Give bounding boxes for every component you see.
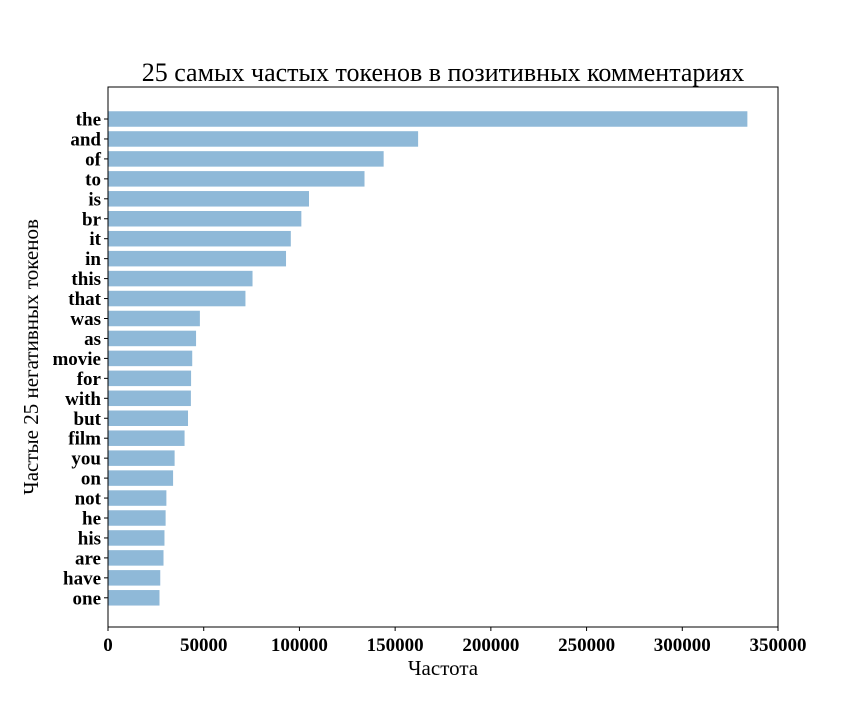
x-axis-label: Частота bbox=[408, 656, 479, 680]
category-label-with: with bbox=[65, 389, 101, 410]
x-tick-label: 0 bbox=[103, 635, 113, 656]
category-label-movie: movie bbox=[52, 349, 101, 370]
bar-the bbox=[108, 111, 748, 127]
category-label-is: is bbox=[88, 189, 101, 210]
category-label-film: film bbox=[68, 429, 101, 450]
category-label-the: the bbox=[76, 110, 101, 131]
category-label-for: for bbox=[77, 369, 102, 390]
x-tick-label: 50000 bbox=[180, 635, 228, 656]
bar-to bbox=[108, 171, 365, 187]
category-label-of: of bbox=[85, 149, 102, 170]
bar-and bbox=[108, 131, 419, 147]
bar-are bbox=[108, 550, 164, 566]
bars-layer bbox=[108, 111, 748, 606]
bar-have bbox=[108, 570, 161, 586]
category-label-his: his bbox=[78, 528, 101, 549]
bar-was bbox=[108, 310, 200, 327]
category-label-that: that bbox=[68, 289, 101, 310]
category-label-was: was bbox=[70, 309, 101, 330]
category-label-you: you bbox=[71, 449, 101, 470]
bar-for bbox=[108, 370, 192, 387]
x-tick-label: 200000 bbox=[462, 635, 519, 656]
category-label-br: br bbox=[82, 209, 102, 230]
category-label-are: are bbox=[75, 548, 101, 569]
y-axis-label: Частые 25 негативных токенов bbox=[19, 219, 43, 495]
category-label-on: on bbox=[81, 469, 102, 490]
bar-this bbox=[108, 270, 253, 287]
bar-that bbox=[108, 290, 246, 307]
bar-in bbox=[108, 250, 287, 267]
category-label-have: have bbox=[63, 568, 101, 589]
plot-frame bbox=[107, 86, 779, 628]
bar-film bbox=[108, 430, 185, 446]
bar-is bbox=[108, 191, 309, 207]
x-tick-label: 150000 bbox=[367, 635, 424, 656]
bar-it bbox=[108, 230, 291, 247]
category-labels: theandoftoisbritinthisthatwasasmovieforw… bbox=[52, 110, 108, 609]
x-tick-label: 350000 bbox=[750, 635, 807, 656]
bar-on bbox=[108, 470, 174, 486]
category-label-and: and bbox=[70, 129, 101, 150]
bar-not bbox=[108, 490, 167, 506]
category-label-as: as bbox=[84, 329, 101, 350]
x-axis-ticks: 0 50000 100000 150000 200000 250000 300000 3500… bbox=[103, 627, 807, 656]
category-label-not: not bbox=[75, 489, 102, 510]
category-label-but: but bbox=[74, 409, 102, 430]
bar-br bbox=[108, 211, 302, 227]
bar-of bbox=[108, 151, 384, 167]
x-tick-label: 300000 bbox=[654, 635, 711, 656]
bar-as bbox=[108, 330, 197, 347]
category-label-to: to bbox=[85, 169, 101, 190]
category-label-one: one bbox=[73, 588, 102, 609]
bar-but bbox=[108, 410, 189, 426]
category-label-this: this bbox=[71, 269, 101, 290]
bar-with bbox=[108, 390, 191, 407]
bar-one bbox=[108, 590, 160, 606]
x-tick-label: 250000 bbox=[558, 635, 615, 656]
bar-movie bbox=[108, 350, 193, 367]
bar-you bbox=[108, 450, 175, 466]
x-tick-label: 100000 bbox=[271, 635, 328, 656]
category-label-he: he bbox=[82, 509, 101, 530]
chart-title: 25 самых частых токенов в позитивных ком… bbox=[142, 58, 745, 87]
category-label-in: in bbox=[85, 249, 101, 270]
bar-his bbox=[108, 530, 165, 546]
bar-he bbox=[108, 510, 166, 526]
category-label-it: it bbox=[89, 229, 101, 250]
